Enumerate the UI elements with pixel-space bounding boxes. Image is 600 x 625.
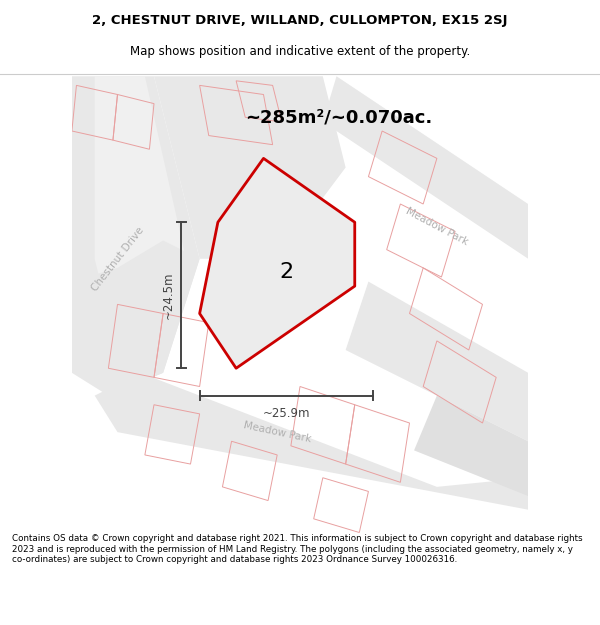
Text: Map shows position and indicative extent of the property.: Map shows position and indicative extent…: [130, 45, 470, 58]
Polygon shape: [95, 76, 186, 359]
Polygon shape: [95, 372, 528, 510]
Text: ~285m²/~0.070ac.: ~285m²/~0.070ac.: [245, 108, 433, 126]
Polygon shape: [200, 158, 355, 368]
Polygon shape: [414, 396, 528, 496]
Polygon shape: [154, 76, 346, 259]
Polygon shape: [346, 281, 528, 441]
Text: Chestnut Drive: Chestnut Drive: [89, 225, 146, 292]
Text: ~25.9m: ~25.9m: [263, 407, 310, 420]
Polygon shape: [72, 241, 200, 396]
Polygon shape: [323, 76, 528, 259]
Text: Meadow Park: Meadow Park: [242, 420, 312, 444]
Text: 2, CHESTNUT DRIVE, WILLAND, CULLOMPTON, EX15 2SJ: 2, CHESTNUT DRIVE, WILLAND, CULLOMPTON, …: [92, 14, 508, 27]
Text: 2: 2: [279, 262, 293, 282]
Text: Contains OS data © Crown copyright and database right 2021. This information is : Contains OS data © Crown copyright and d…: [12, 534, 583, 564]
Text: ~24.5m: ~24.5m: [161, 271, 175, 319]
Text: Meadow Park: Meadow Park: [404, 206, 470, 248]
Polygon shape: [72, 76, 200, 396]
